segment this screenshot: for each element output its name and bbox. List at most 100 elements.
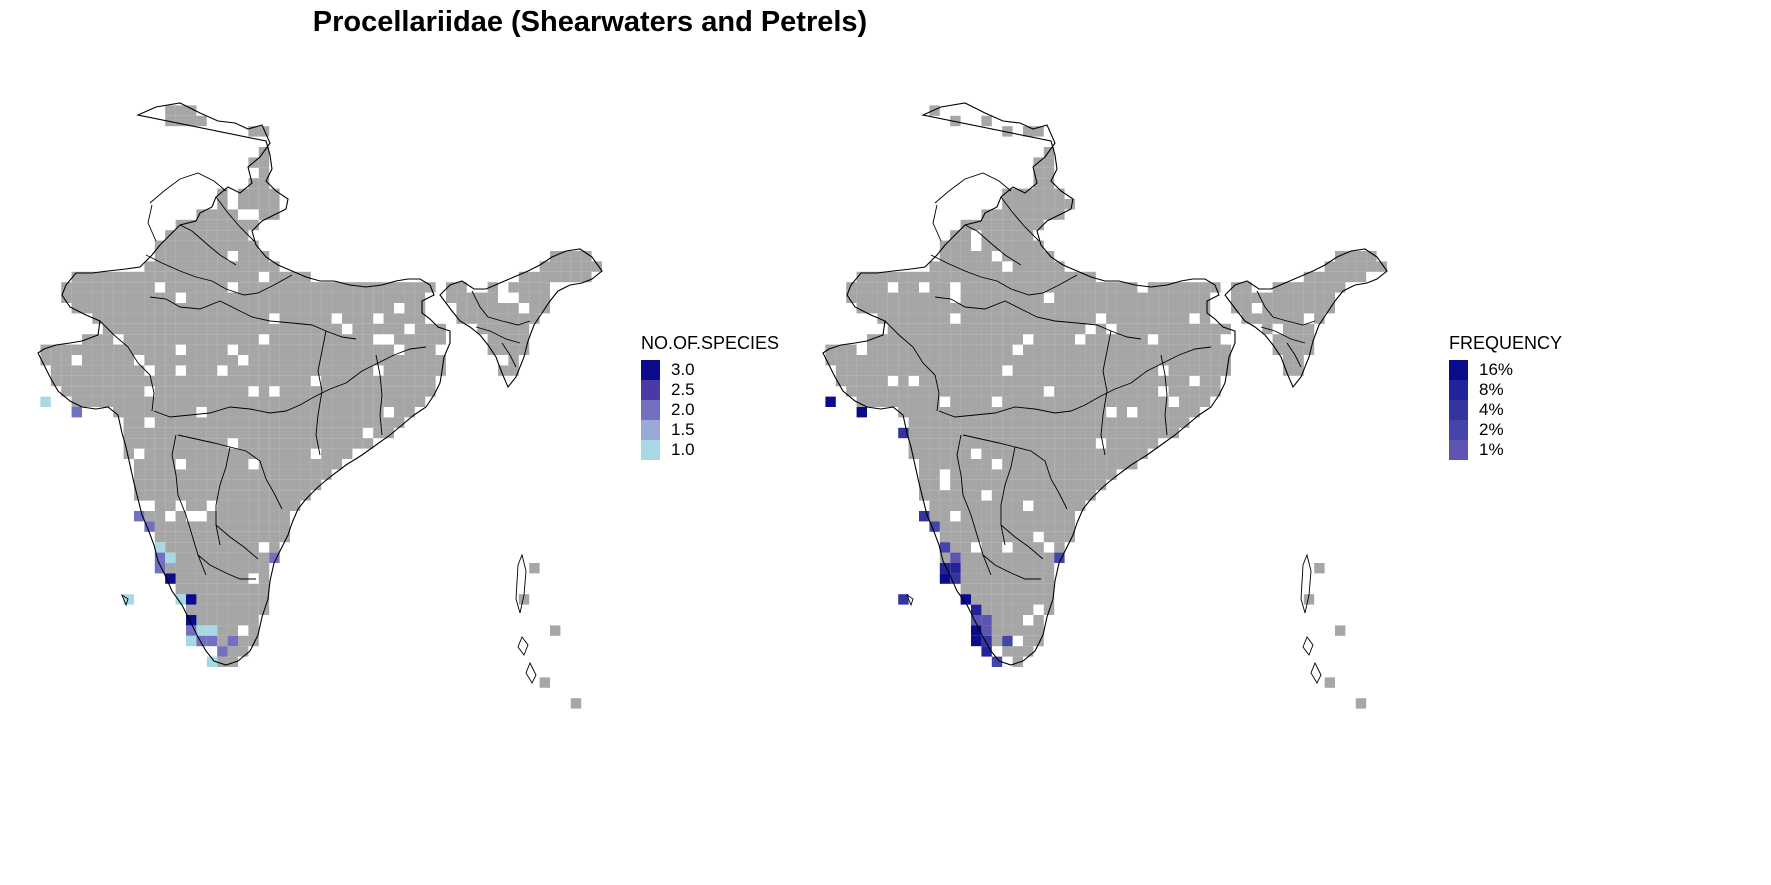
grid-cell — [991, 615, 1003, 626]
grid-cell — [217, 261, 228, 272]
grid-cell — [981, 209, 992, 220]
grid-cell — [991, 583, 1003, 595]
grid-cell — [1033, 199, 1044, 210]
grid-cell — [1012, 656, 1023, 667]
grid-cell — [404, 375, 415, 387]
grid-cell — [1262, 303, 1273, 314]
grid-cell — [1012, 365, 1023, 376]
grid-cell — [887, 334, 899, 345]
grid-cell — [269, 448, 280, 459]
grid-cell — [1116, 282, 1127, 293]
grid-cell — [1147, 355, 1159, 366]
grid-cell — [1023, 552, 1034, 563]
grid-cell — [154, 479, 166, 491]
grid-cell — [290, 303, 301, 314]
grid-cell — [1023, 448, 1034, 459]
grid-cell — [950, 323, 961, 335]
grid-cell — [362, 344, 374, 355]
grid-cell — [1137, 396, 1148, 407]
coastal-cell — [196, 635, 207, 647]
grid-cell — [908, 448, 919, 459]
grid-cell — [279, 282, 290, 293]
grid-cell — [1199, 313, 1211, 324]
grid-cell — [919, 407, 930, 418]
grid-cell — [1075, 407, 1086, 418]
grid-cell — [383, 282, 394, 293]
legend-item: 16% — [1449, 360, 1562, 380]
grid-cell — [846, 282, 857, 293]
grid-cell — [1085, 490, 1096, 501]
grid-cell — [352, 303, 363, 314]
grid-cell — [1023, 251, 1034, 262]
grid-cell — [1002, 199, 1013, 210]
grid-cell — [929, 479, 940, 491]
grid-cell — [1095, 282, 1107, 293]
grid-cell — [939, 521, 951, 532]
grid-cell — [165, 448, 176, 459]
grid-cell — [300, 292, 311, 303]
grid-cell — [898, 375, 909, 387]
grid-cell — [196, 251, 207, 262]
grid-cell — [971, 563, 982, 574]
grid-cell — [331, 386, 342, 397]
grid-cell — [950, 396, 961, 407]
grid-cell — [227, 448, 238, 459]
island-cell — [1303, 594, 1315, 605]
grid-cell — [1002, 583, 1013, 595]
grid-cell — [1064, 479, 1075, 491]
grid-cell — [144, 438, 155, 449]
grid-cell — [1012, 292, 1023, 303]
coastal-cell — [939, 542, 951, 553]
grid-cell — [1262, 313, 1273, 324]
grid-cell — [991, 635, 1003, 647]
grid-cell — [300, 375, 311, 387]
grid-cell — [310, 323, 322, 335]
grid-cell — [971, 500, 982, 511]
legend-frequency: FREQUENCY 16% 8% 4% 2% 1% — [1449, 333, 1562, 460]
grid-cell — [206, 511, 218, 522]
grid-cell — [1179, 303, 1190, 314]
grid-cell — [248, 604, 259, 615]
grid-cell — [321, 375, 332, 387]
grid-cell — [238, 594, 249, 605]
grid-cell — [248, 219, 259, 231]
grid-cell — [175, 355, 186, 366]
coastal-cell — [825, 396, 836, 407]
grid-cell — [1158, 355, 1169, 366]
grid-cell — [1147, 417, 1159, 428]
grid-cell — [1345, 271, 1356, 283]
legend-title: FREQUENCY — [1449, 333, 1563, 353]
grid-cell — [258, 188, 270, 199]
grid-cell — [1085, 334, 1096, 345]
grid-cell — [165, 355, 176, 366]
grid-cell — [1220, 344, 1231, 355]
grid-cell — [217, 594, 228, 605]
grid-cell — [960, 334, 971, 345]
grid-cell — [529, 282, 540, 293]
grid-cell — [279, 500, 290, 511]
grid-cell — [238, 323, 249, 335]
grid-cell — [217, 303, 228, 314]
grid-cell — [981, 459, 992, 470]
grid-cell — [217, 313, 228, 324]
grid-cell — [383, 313, 394, 324]
grid-cell — [321, 427, 332, 439]
grid-cell — [919, 355, 930, 366]
grid-cell — [991, 490, 1003, 501]
grid-cell — [856, 386, 867, 397]
grid-cell — [196, 375, 207, 387]
grid-cell — [414, 313, 426, 324]
grid-cell — [1293, 334, 1304, 345]
grid-cell — [1012, 469, 1023, 480]
grid-cell — [1366, 251, 1377, 262]
grid-cell — [908, 438, 919, 449]
grid-cell — [165, 344, 176, 355]
grid-cell — [300, 448, 311, 459]
grid-cell — [331, 323, 342, 335]
grid-cell — [487, 344, 498, 355]
grid-cell — [1064, 313, 1075, 324]
grid-cell — [217, 500, 228, 511]
grid-cell — [217, 542, 228, 553]
grid-cell — [1085, 355, 1096, 366]
grid-cell — [269, 396, 280, 407]
